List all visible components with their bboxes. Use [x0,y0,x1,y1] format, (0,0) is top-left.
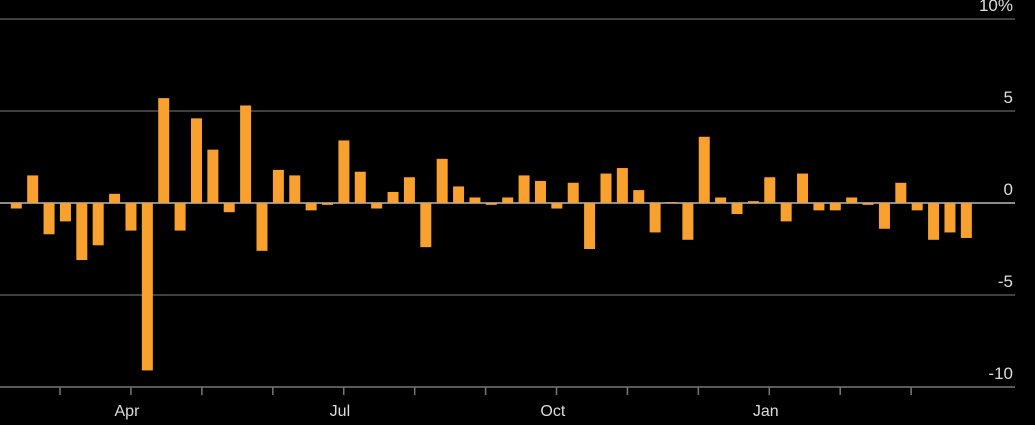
bar [403,177,415,203]
bar [125,203,137,231]
y-tick-label: 10% [979,0,1013,15]
bar [862,203,874,205]
bar [813,203,825,211]
bar [829,203,841,211]
bar [190,118,202,203]
bar [207,149,219,203]
x-tick-label: Apr [115,403,141,420]
bar [911,203,923,211]
bars [10,98,972,371]
bar [43,203,55,235]
bar [715,197,727,203]
bar [551,203,563,209]
bar [272,169,284,203]
bar [338,140,350,203]
bar [584,203,596,249]
bar [731,203,743,215]
bar [878,203,890,229]
bar [223,203,235,213]
bar [92,203,104,246]
bar [698,136,710,203]
bar [666,202,677,204]
bar [174,203,186,231]
bar [846,197,858,203]
bar [780,203,792,222]
bar [485,203,497,205]
bar [240,105,252,203]
y-tick-label: -10 [988,364,1013,383]
bar [616,168,628,203]
bar [600,173,612,203]
bar [322,203,334,205]
bar [567,182,579,203]
bar [109,193,121,203]
bar [354,171,366,203]
bar [633,190,645,203]
bar [256,203,268,251]
bar [420,203,432,248]
bar [371,203,383,209]
x-tick-label: Oct [540,403,565,420]
bar [944,203,956,233]
bar [436,158,448,203]
x-tick-label: Jul [330,403,350,420]
bar [59,203,71,222]
bar [682,203,694,240]
bar [895,182,907,203]
bar [960,203,972,238]
bar [469,197,481,203]
bar [387,191,399,203]
bar [747,201,759,203]
bar [928,203,940,240]
bar [305,203,317,211]
bar [158,98,170,203]
y-axis: 10% 5 0 -5 -10 [979,0,1013,383]
bar [289,175,301,203]
bar [453,186,465,203]
y-tick-label: 0 [1004,180,1013,199]
bar [10,203,22,209]
bar [534,180,546,203]
y-tick-label: 5 [1004,88,1013,107]
bar [27,175,39,203]
x-tick-label: Jan [753,403,779,420]
bar [141,203,153,371]
bar [797,173,809,203]
bar [649,203,661,233]
y-tick-label: -5 [998,272,1013,291]
x-axis: Apr Jul Oct Jan [0,386,1015,420]
bar [518,175,530,203]
bar [764,177,776,203]
bar [76,203,88,261]
bar [502,197,514,203]
